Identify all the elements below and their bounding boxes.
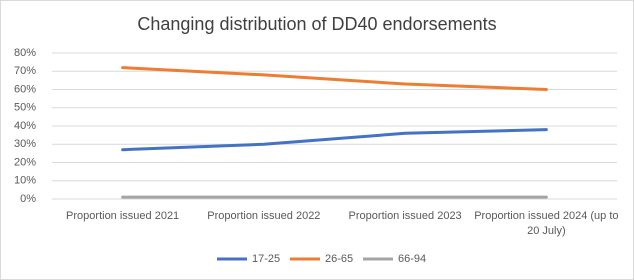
y-tick-label: 80% <box>14 47 36 59</box>
y-tick-label: 10% <box>14 175 36 187</box>
y-tick-label: 60% <box>14 83 36 95</box>
y-tick-label: 40% <box>14 120 36 132</box>
series-line <box>121 66 548 91</box>
y-tick-label: 70% <box>14 65 36 77</box>
y-tick-label: 20% <box>14 156 36 168</box>
x-tick-label: Proportion issued 2023 <box>348 210 462 222</box>
chart-title: Changing distribution of DD40 endorsemen… <box>137 14 496 34</box>
y-tick-label: 30% <box>14 138 36 150</box>
legend-label: 17-25 <box>252 253 280 265</box>
x-tick-label: Proportion issued 2022 <box>207 210 321 222</box>
x-tick-label: Proportion issued 2021 <box>66 210 180 222</box>
legend-label: 66-94 <box>398 253 426 265</box>
series-line <box>121 128 548 152</box>
legend-label: 26-65 <box>325 253 353 265</box>
y-tick-label: 50% <box>14 102 36 114</box>
y-tick-label: 0% <box>20 193 36 205</box>
x-tick-label: Proportion issued 2024 (up to 20 July) <box>474 210 619 237</box>
